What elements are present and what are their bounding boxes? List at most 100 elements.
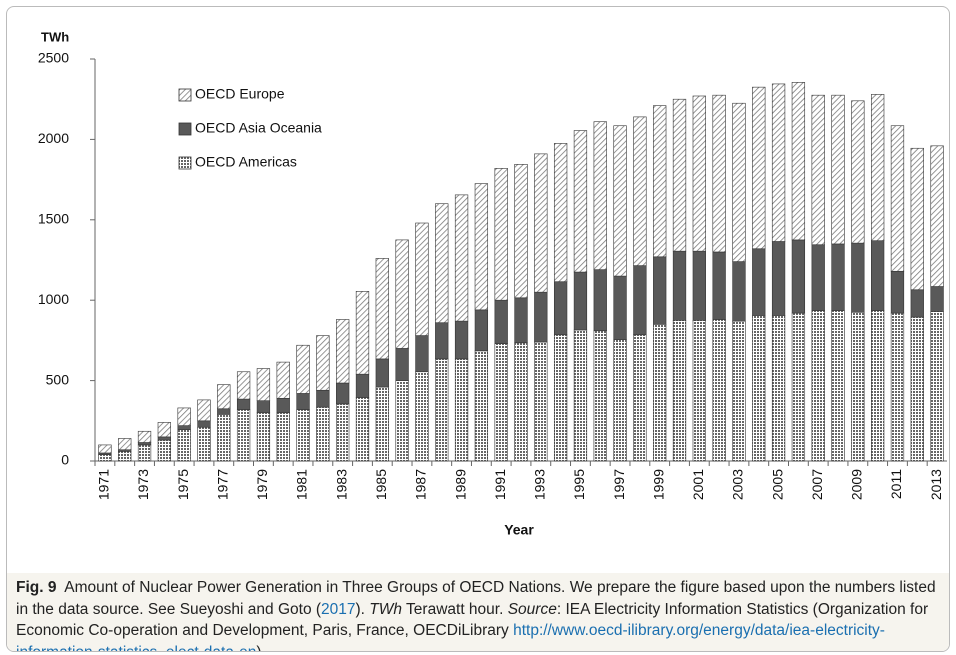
bar-segment xyxy=(336,319,350,384)
bar-segment xyxy=(910,147,924,291)
caption-title: Amount of Nuclear Power Generation in Th… xyxy=(64,579,566,596)
bar-segment xyxy=(137,430,152,443)
bar-segment xyxy=(633,334,647,462)
x-tick-label: 1995 xyxy=(571,469,587,500)
bar-segment xyxy=(177,429,191,462)
x-tick-label: 1971 xyxy=(96,469,112,500)
x-tick-label: 2007 xyxy=(809,469,825,500)
bar-segment xyxy=(217,408,231,415)
abbreviation-definition: Terawatt hour. xyxy=(406,600,504,618)
bar-segment xyxy=(336,382,350,405)
y-axis-label: TWh xyxy=(41,29,69,44)
source-text: : IEA Electricity Information Statistics… xyxy=(16,600,929,640)
bar-segment xyxy=(871,94,885,242)
bar-segment xyxy=(454,358,469,462)
x-tick-label: 2003 xyxy=(730,469,746,500)
bar-segment xyxy=(573,130,588,273)
bar-segment xyxy=(435,358,449,462)
bar-segment xyxy=(752,315,766,462)
x-tick-label: 2011 xyxy=(888,469,904,499)
bar-segment xyxy=(157,422,171,438)
bar-segment xyxy=(811,94,825,246)
bar-segment xyxy=(296,344,310,394)
bar-segment xyxy=(732,102,746,262)
bar-segment xyxy=(494,299,508,344)
bar-segment xyxy=(395,239,409,349)
reference-link[interactable]: 2017 xyxy=(321,600,356,618)
bar-segment xyxy=(653,324,667,462)
bar-segment xyxy=(454,194,469,322)
bar-segment xyxy=(910,316,924,462)
x-tick-label: 1983 xyxy=(333,469,349,500)
bar-segment xyxy=(692,319,706,462)
source-link[interactable]: http://www.oecd-ilibrary.org/energy/data… xyxy=(16,622,885,652)
bar-segment xyxy=(871,240,885,311)
bar-segment xyxy=(613,339,627,462)
bar-segment xyxy=(494,343,508,462)
bar-segment xyxy=(930,311,944,462)
bar-segment xyxy=(494,168,508,301)
caption: Fig. 9 Amount of Nuclear Power Generatio… xyxy=(7,573,949,652)
bar-segment xyxy=(157,436,171,441)
bar-segment xyxy=(514,297,528,344)
caption-text: ). xyxy=(355,600,365,618)
bar-segment xyxy=(851,311,865,462)
y-tick-label: 2500 xyxy=(38,50,69,66)
bar-segment xyxy=(256,400,271,414)
bar-segment xyxy=(276,361,290,399)
bar-segment xyxy=(692,250,706,321)
bar-segment xyxy=(474,350,489,462)
legend-swatch xyxy=(178,122,192,136)
source-label: Source xyxy=(507,600,557,618)
bar-segment xyxy=(653,256,667,325)
bar-segment xyxy=(593,330,607,462)
bar-segment xyxy=(395,348,409,381)
x-tick-label: 1997 xyxy=(611,469,627,500)
bar-segment xyxy=(197,399,211,422)
bar-segment xyxy=(236,398,251,410)
bar-segment xyxy=(613,125,627,277)
x-tick-label: 1973 xyxy=(135,469,151,500)
bar-segment xyxy=(415,335,429,373)
bar-segment xyxy=(157,439,171,462)
bar-segment xyxy=(910,289,924,318)
bar-segment xyxy=(811,244,825,311)
bar-segment xyxy=(355,373,370,398)
bar-segment xyxy=(197,426,211,462)
legend-swatch xyxy=(178,156,192,170)
bar-segment xyxy=(771,83,786,242)
bar-segment xyxy=(415,371,429,462)
bar-segment xyxy=(375,258,389,360)
bar-segment xyxy=(236,371,251,400)
bar-segment xyxy=(316,406,330,462)
bar-segment xyxy=(276,412,290,462)
y-tick-label: 1500 xyxy=(38,211,69,227)
caption-text: ) xyxy=(256,643,262,652)
legend-label: OECD Asia Oceania xyxy=(195,120,322,136)
legend-label: OECD Europe xyxy=(195,86,285,102)
bar-segment xyxy=(732,261,746,322)
legend-label: OECD Americas xyxy=(195,154,297,170)
bar-segment xyxy=(771,315,786,462)
bar-segment xyxy=(296,393,310,410)
x-tick-label: 1985 xyxy=(373,469,389,500)
bar-segment xyxy=(236,409,251,462)
bar-segment xyxy=(553,334,568,462)
bar-segment xyxy=(98,444,112,454)
bar-segment xyxy=(593,121,607,270)
bar-segment xyxy=(474,183,489,311)
y-tick-label: 500 xyxy=(46,371,70,387)
bar-segment xyxy=(415,222,429,336)
bar-segment xyxy=(118,451,132,462)
x-axis-label: Year xyxy=(504,522,534,538)
bar-segment xyxy=(474,309,489,352)
x-tick-label: 1993 xyxy=(532,469,548,500)
x-tick-label: 1981 xyxy=(294,469,310,500)
bar-segment xyxy=(692,95,706,252)
bar-segment xyxy=(593,269,607,332)
bar-segment xyxy=(316,389,330,408)
bar-segment xyxy=(514,164,528,299)
x-tick-label: 1977 xyxy=(214,469,230,500)
x-tick-label: 2001 xyxy=(690,469,706,500)
bar-segment xyxy=(752,86,766,250)
